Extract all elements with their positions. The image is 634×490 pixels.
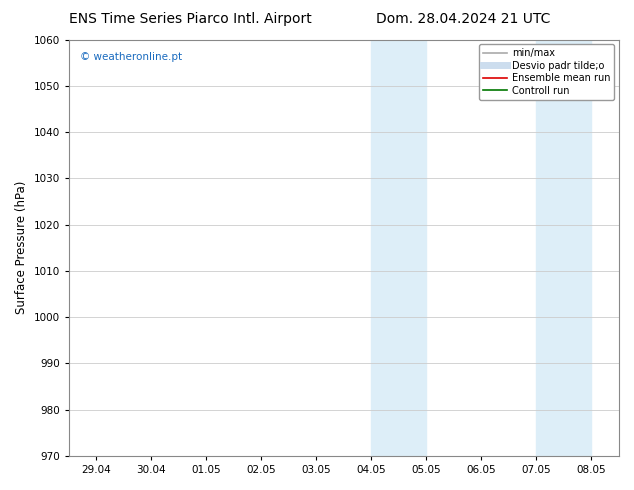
Bar <box>372 40 427 456</box>
Text: ENS Time Series Piarco Intl. Airport: ENS Time Series Piarco Intl. Airport <box>69 12 311 26</box>
Bar <box>536 40 592 456</box>
Y-axis label: Surface Pressure (hPa): Surface Pressure (hPa) <box>15 181 28 315</box>
Text: Dom. 28.04.2024 21 UTC: Dom. 28.04.2024 21 UTC <box>375 12 550 26</box>
Text: © weatheronline.pt: © weatheronline.pt <box>80 52 182 62</box>
Legend: min/max, Desvio padr tilde;o, Ensemble mean run, Controll run: min/max, Desvio padr tilde;o, Ensemble m… <box>479 45 614 99</box>
